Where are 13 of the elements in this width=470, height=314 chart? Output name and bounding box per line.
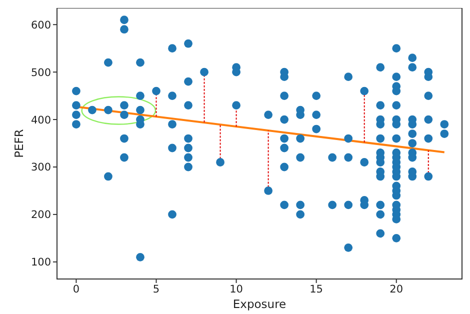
x-tick-label: 10 <box>230 283 243 296</box>
x-tick-label: 15 <box>310 283 324 296</box>
y-tick-label: 100 <box>30 256 51 269</box>
x-tick-label: 20 <box>390 283 404 296</box>
x-axis-title: Exposure <box>232 297 286 311</box>
y-tick-label: 600 <box>30 19 51 32</box>
y-tick-label: 300 <box>30 162 51 174</box>
x-tick-label: 5 <box>152 283 160 296</box>
y-tick-label: 500 <box>30 66 51 79</box>
x-tick-label: 0 <box>72 283 80 296</box>
y-axis-title: PEFR <box>12 129 26 158</box>
y-tick-label: 400 <box>30 114 51 126</box>
y-tick-label: 200 <box>30 209 51 222</box>
